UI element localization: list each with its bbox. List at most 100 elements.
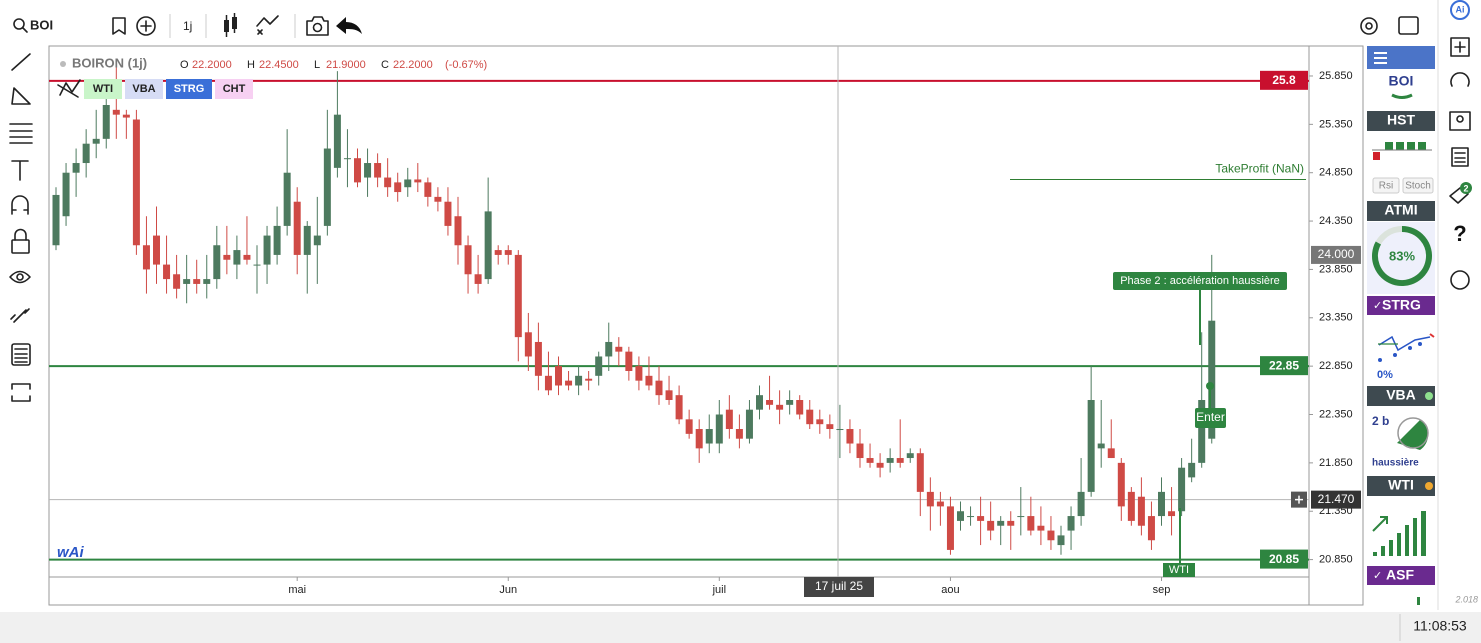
badge[interactable] bbox=[166, 79, 212, 99]
candle-body bbox=[776, 404, 784, 410]
chart-header: BOIRON (1j) O 22.2000 H 22.4500 L 21.9000 C 22.… bbox=[57, 55, 487, 99]
tickets-icon[interactable] bbox=[1449, 187, 1469, 204]
candle-body bbox=[635, 366, 643, 381]
candle-body bbox=[615, 346, 623, 352]
magnet-tool[interactable] bbox=[11, 195, 29, 215]
vba-bar[interactable] bbox=[1367, 386, 1435, 406]
refresh-icon[interactable] bbox=[1450, 72, 1470, 87]
level-tag bbox=[1260, 70, 1308, 90]
y-tick-label: 23.350 bbox=[1319, 312, 1353, 324]
candle-icon[interactable] bbox=[224, 13, 237, 37]
asf-bar[interactable] bbox=[1367, 566, 1435, 585]
x-tick-label: aou bbox=[941, 584, 959, 596]
candle-body bbox=[796, 400, 804, 415]
y-tick-label: 21.850 bbox=[1319, 457, 1353, 469]
text-tool[interactable] bbox=[11, 160, 29, 181]
watermark: wAi bbox=[57, 544, 85, 561]
notes-icon[interactable] bbox=[1451, 147, 1469, 167]
fib-tool[interactable] bbox=[9, 123, 33, 144]
candle-body bbox=[856, 443, 864, 459]
line-tool[interactable] bbox=[11, 53, 31, 71]
add-icon[interactable] bbox=[136, 16, 156, 36]
candle-body bbox=[695, 429, 703, 449]
candle-body bbox=[474, 274, 482, 284]
svg-text:✓: ✓ bbox=[1373, 300, 1382, 312]
candle-body bbox=[1208, 320, 1216, 439]
candle-body bbox=[595, 356, 603, 376]
ai-icon[interactable] bbox=[1450, 0, 1470, 20]
interval[interactable]: 1j bbox=[183, 19, 192, 33]
atmi-bar[interactable] bbox=[1367, 201, 1435, 221]
candle-body bbox=[203, 279, 211, 284]
candle-body bbox=[1147, 516, 1155, 541]
candle-body bbox=[1168, 511, 1176, 517]
crosshair-price-label: 21.470 bbox=[1318, 492, 1355, 506]
candle-body bbox=[323, 148, 331, 226]
candle-body bbox=[1007, 520, 1015, 526]
undo-icon[interactable] bbox=[336, 17, 362, 34]
candle-body bbox=[987, 520, 995, 531]
candle-body bbox=[404, 179, 412, 188]
candle-body bbox=[514, 254, 522, 338]
rsi-button[interactable] bbox=[1372, 177, 1400, 194]
stoch-label: Stoch bbox=[1405, 181, 1431, 192]
settings-icon[interactable] bbox=[1360, 17, 1378, 35]
quote-value: 21.9000 bbox=[326, 59, 366, 71]
candle-body bbox=[1137, 496, 1145, 526]
calc-tool[interactable] bbox=[11, 343, 31, 366]
candle-body bbox=[645, 375, 653, 386]
camera-icon[interactable] bbox=[306, 16, 329, 36]
candle-body bbox=[1127, 491, 1135, 521]
crosshair-date-label: 17 juil 25 bbox=[815, 579, 863, 593]
frame-tool[interactable] bbox=[11, 383, 31, 402]
candle-body bbox=[273, 225, 281, 255]
level-tag bbox=[1260, 356, 1308, 376]
candle-body bbox=[163, 264, 171, 280]
candle-body bbox=[655, 380, 663, 396]
candle-body bbox=[926, 491, 934, 507]
status-bar bbox=[0, 612, 1481, 643]
candle-body bbox=[836, 429, 844, 431]
candle-body bbox=[142, 245, 150, 270]
quote-value: 22.2000 bbox=[192, 59, 232, 71]
crosshair-plus-icon bbox=[1295, 495, 1303, 504]
bookmark-icon[interactable] bbox=[112, 17, 126, 35]
candle-body bbox=[92, 138, 100, 144]
take-profit-label: TakeProfit (NaN) bbox=[1215, 162, 1304, 176]
strg-bar[interactable] bbox=[1367, 296, 1435, 315]
candle-body bbox=[1077, 491, 1085, 517]
candle-body bbox=[213, 245, 221, 280]
candle-body bbox=[1027, 516, 1035, 531]
badge[interactable] bbox=[125, 79, 163, 99]
search-icon[interactable] bbox=[13, 18, 25, 30]
hst-bar[interactable] bbox=[1367, 111, 1435, 131]
candle-body bbox=[243, 254, 251, 260]
lock-tool[interactable] bbox=[11, 239, 30, 254]
eye-tool[interactable] bbox=[9, 270, 31, 284]
candle-body bbox=[434, 196, 442, 202]
link-tool[interactable] bbox=[10, 308, 30, 323]
candle-body bbox=[444, 201, 452, 226]
triangle-tool[interactable] bbox=[11, 87, 31, 105]
stoch-button[interactable] bbox=[1402, 177, 1434, 194]
add-chart-icon[interactable] bbox=[1450, 37, 1470, 57]
badge[interactable] bbox=[215, 79, 253, 99]
symbol[interactable]: BOI bbox=[30, 17, 53, 32]
profile-icon[interactable] bbox=[1449, 111, 1471, 131]
history-icon[interactable] bbox=[1450, 270, 1470, 290]
candle-body bbox=[484, 211, 492, 280]
candle-body bbox=[1188, 462, 1196, 478]
fullscreen-icon[interactable] bbox=[1398, 16, 1419, 35]
candle-body bbox=[866, 458, 874, 463]
candle-body bbox=[675, 395, 683, 420]
badge[interactable] bbox=[84, 79, 122, 99]
candle-body bbox=[534, 341, 542, 376]
wti-bar[interactable] bbox=[1367, 476, 1435, 496]
candle-body bbox=[414, 179, 422, 183]
indicator-icon[interactable] bbox=[256, 15, 279, 27]
help-icon[interactable]: ? bbox=[1453, 221, 1466, 246]
atmi-value: 83% bbox=[1389, 248, 1415, 263]
candle-body bbox=[544, 375, 552, 391]
panel-symbol[interactable]: BOI bbox=[1389, 73, 1414, 89]
